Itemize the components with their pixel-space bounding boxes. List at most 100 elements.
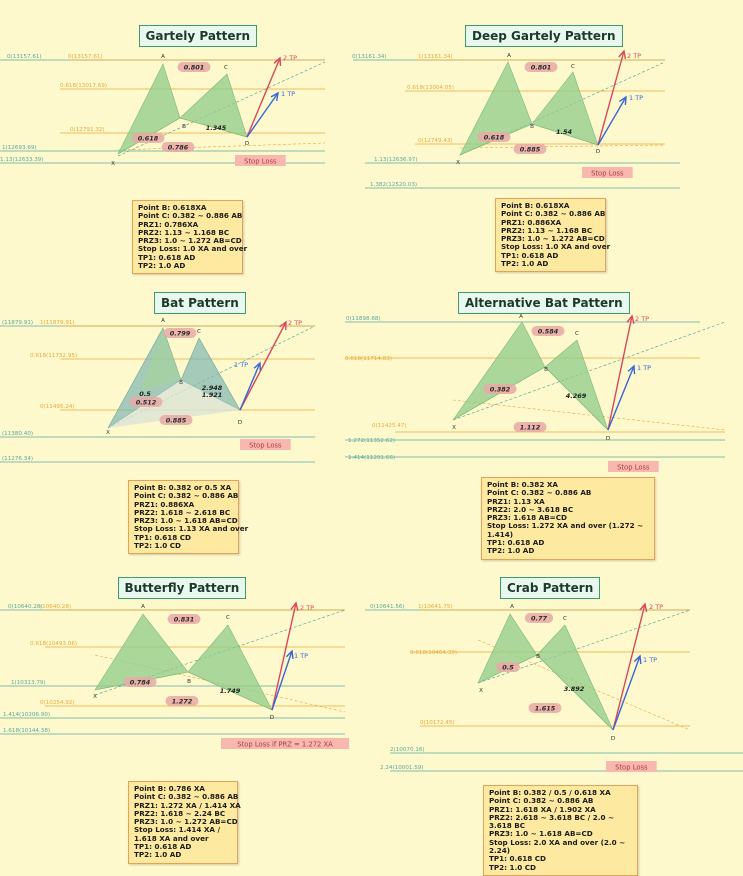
ratio-pill: 0.77 bbox=[531, 615, 548, 623]
ratio-pill-bg bbox=[131, 133, 165, 143]
point-label: A bbox=[507, 53, 511, 59]
rule-line: TP2: 1.0 AD bbox=[138, 261, 186, 271]
trend-line bbox=[452, 321, 726, 421]
bcd-triangle bbox=[187, 624, 273, 711]
bcd-triangle bbox=[544, 339, 609, 431]
point-label: A bbox=[141, 604, 145, 610]
bd-leg bbox=[531, 123, 599, 146]
rule-line: Point C: 0.382 ~ 0.886 AB bbox=[134, 792, 239, 802]
ratio-pill-bg bbox=[513, 144, 547, 154]
rule-line: TP2: 1.0 AD bbox=[134, 850, 182, 860]
rule-line: PRZ1: 0.886XA bbox=[134, 499, 195, 509]
ratio-pill-bg bbox=[163, 328, 197, 338]
ratio-pill-bg bbox=[524, 613, 554, 623]
fib-level-label: 0(12749.43) bbox=[418, 138, 453, 144]
stop-loss-label-bg bbox=[606, 761, 657, 772]
rule-line: TP2: 1.0 AD bbox=[501, 259, 549, 269]
tp2-arrow-head bbox=[273, 56, 282, 67]
tp2-label: 2 TP bbox=[283, 54, 297, 62]
point-label: D bbox=[611, 736, 615, 742]
ratio-pill-bg bbox=[167, 614, 201, 624]
fib-level-label: 0(11495.24) bbox=[40, 404, 75, 410]
rule-line: PRZ2: 1.618 ~ 2.24 BC bbox=[134, 808, 226, 818]
rules-box: Point B: 0.618XA Point C: 0.382 ~ 0.886 A… bbox=[132, 200, 248, 275]
point-label: B bbox=[530, 124, 534, 130]
rule-line: PRZ2: 1.13 ~ 1.168 BC bbox=[501, 225, 593, 235]
ratio-label: 1.345 bbox=[206, 124, 227, 132]
fib-level-label: 2.24(10001.59) bbox=[380, 765, 424, 771]
ratio-label: 1.749 bbox=[220, 687, 241, 695]
fib-level-label: 1(13161.34) bbox=[418, 54, 453, 60]
rule-line: TP1: 0.618 CD bbox=[134, 532, 192, 542]
rules-box: Point B: 0.786 XA Point C: 0.382 ~ 0.886 … bbox=[128, 781, 241, 864]
rule-line: Stop Loss: 1.13 XA and over bbox=[134, 524, 249, 534]
point-label: B bbox=[182, 124, 186, 130]
fib-level-label: 0(10641.56) bbox=[370, 604, 405, 610]
ratio-pill: 0.801 bbox=[531, 64, 552, 72]
fib-level-label: (11276.34) bbox=[2, 456, 33, 462]
tp2-arrow bbox=[239, 321, 287, 411]
fib-level-label: 1(10641.75) bbox=[418, 604, 453, 610]
ratio-label: 2.948 bbox=[202, 384, 223, 392]
rule-line: PRZ2: 2.618 ~ 3.618 BC / 2.0 ~ 3.618 BC bbox=[489, 812, 615, 831]
rule-line: Point B: 0.786 XA bbox=[134, 784, 205, 793]
stop-loss-label-bg bbox=[582, 167, 633, 178]
point-label: A bbox=[161, 54, 165, 60]
bd-leg bbox=[544, 366, 609, 431]
ratio-pill-bg bbox=[528, 703, 562, 713]
point-label: B bbox=[536, 654, 540, 660]
rule-line: Point B: 0.618XA bbox=[138, 203, 207, 212]
rule-line: PRZ2: 1.13 ~ 1.168 BC bbox=[138, 227, 230, 237]
ratio-pill-bg bbox=[159, 415, 193, 425]
rule-line: PRZ1: 0.786XA bbox=[138, 219, 199, 229]
rule-line: Point C: 0.382 ~ 0.886 AB bbox=[138, 211, 243, 221]
rule-line: Stop Loss: 1.0 XA and over bbox=[138, 244, 248, 254]
tp2-label: 2 TP bbox=[649, 603, 663, 611]
fib-level-label: (11380.40) bbox=[2, 431, 33, 437]
ratio-label: 0.5 bbox=[139, 390, 151, 398]
tp1-label: 1 TP bbox=[281, 90, 295, 98]
fib-level-label: 0(10640.28) bbox=[8, 604, 43, 610]
fib-level-label: 0(11425.47) bbox=[372, 423, 407, 429]
tp1-arrow-head bbox=[253, 361, 262, 372]
ratio-pill: 0.799 bbox=[170, 330, 191, 338]
ratio-pill-bg bbox=[129, 397, 163, 407]
trend-line bbox=[117, 142, 326, 151]
ratio-pill: 0.786 bbox=[168, 144, 189, 152]
tp1-arrow bbox=[246, 92, 279, 138]
rule-line: TP1: 0.618 AD bbox=[501, 250, 559, 260]
rule-line: TP1: 0.618 AD bbox=[134, 842, 192, 852]
bd-leg bbox=[536, 654, 614, 731]
ratio-pill-bg bbox=[524, 62, 558, 72]
fib-level-label: 0.618(11714.83) bbox=[345, 356, 392, 362]
point-label: X bbox=[106, 430, 110, 436]
point-label: A bbox=[519, 314, 523, 320]
rule-line: Point B: 0.382 or 0.5 XA bbox=[134, 483, 232, 492]
rules-box: Point B: 0.382 XA Point C: 0.382 ~ 0.886 … bbox=[481, 477, 655, 560]
point-label: A bbox=[510, 604, 514, 610]
rule-line: PRZ2: 1.618 ~ 2.618 BC bbox=[134, 507, 231, 517]
fib-level-label: 1.414(11291.66) bbox=[348, 455, 395, 461]
ratio-pill-bg bbox=[496, 662, 520, 672]
rule-line: PRZ1: 0.886XA bbox=[501, 217, 562, 227]
tp1-label: 1 TP bbox=[637, 364, 651, 372]
ratio-label: 3.892 bbox=[564, 685, 585, 693]
stop-loss-label-bg bbox=[235, 155, 286, 166]
ratio-pill: 0.784 bbox=[130, 679, 151, 687]
rule-line: Point B: 0.382 / 0.5 / 0.618 XA bbox=[489, 788, 611, 797]
point-label: X bbox=[479, 688, 483, 694]
fib-level-label: 0.618(13004.05) bbox=[407, 85, 454, 91]
rule-line: Point C: 0.382 ~ 0.886 AB bbox=[487, 488, 592, 498]
point-label: D bbox=[245, 141, 249, 147]
bd-leg bbox=[179, 117, 248, 138]
tp1-label: 1 TP bbox=[234, 361, 248, 369]
tp1-label: 1 TP bbox=[294, 652, 308, 660]
ratio-pill-bg bbox=[165, 696, 199, 706]
tp1-arrow bbox=[607, 365, 635, 431]
point-label: D bbox=[606, 436, 610, 442]
fib-level-label: 1.13(12636.97) bbox=[374, 157, 418, 163]
fib-level-label: 1(11879.91) bbox=[40, 320, 75, 326]
point-label: B bbox=[187, 679, 191, 685]
xbd-triangle bbox=[108, 380, 240, 428]
panel-title: Deep Gartely Pattern bbox=[465, 25, 623, 47]
